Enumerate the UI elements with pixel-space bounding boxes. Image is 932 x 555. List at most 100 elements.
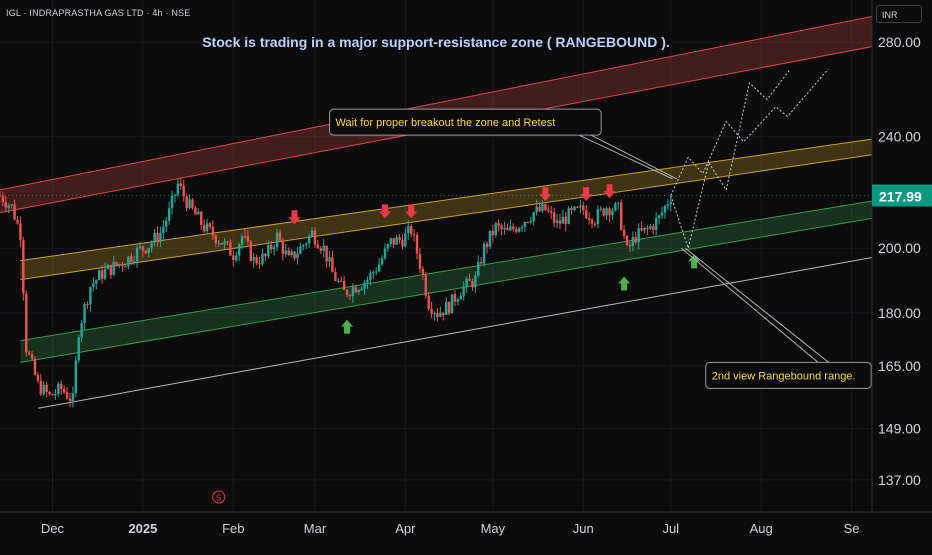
candle-body[interactable]	[439, 312, 442, 317]
candle-body[interactable]	[462, 286, 465, 296]
candle-body[interactable]	[109, 265, 113, 275]
candle-body[interactable]	[278, 232, 282, 241]
candle-body[interactable]	[555, 220, 559, 223]
candle-body[interactable]	[363, 282, 366, 289]
candle-body[interactable]	[33, 358, 37, 375]
candle-body[interactable]	[503, 227, 506, 230]
candle-body[interactable]	[127, 256, 130, 267]
candle-body[interactable]	[608, 208, 611, 216]
candle-body[interactable]	[51, 394, 54, 396]
candle-body[interactable]	[232, 255, 235, 261]
candle-body[interactable]	[124, 266, 127, 268]
candle-body[interactable]	[515, 229, 518, 232]
candle-body[interactable]	[573, 206, 576, 210]
candle-body[interactable]	[593, 223, 597, 225]
candle-body[interactable]	[60, 383, 63, 389]
candle-body[interactable]	[176, 183, 180, 195]
candle-body[interactable]	[345, 289, 349, 295]
candle-body[interactable]	[544, 204, 547, 210]
candle-body[interactable]	[22, 240, 25, 294]
candle-body[interactable]	[427, 295, 430, 309]
candle-body[interactable]	[57, 383, 60, 394]
current-price-badge[interactable]	[872, 184, 932, 207]
candle-body[interactable]	[305, 243, 308, 246]
candle-body[interactable]	[375, 271, 378, 273]
candle-body[interactable]	[494, 223, 497, 236]
candle-body[interactable]	[162, 226, 165, 234]
candle-body[interactable]	[497, 223, 500, 226]
candle-body[interactable]	[264, 253, 267, 257]
candle-body[interactable]	[401, 239, 404, 247]
candle-body[interactable]	[182, 186, 185, 197]
candle-body[interactable]	[92, 283, 95, 288]
candle-body[interactable]	[118, 263, 121, 266]
candle-body[interactable]	[389, 238, 392, 245]
candle-body[interactable]	[430, 308, 433, 314]
candle-body[interactable]	[482, 243, 486, 264]
candle-body[interactable]	[471, 281, 474, 288]
candle-body[interactable]	[424, 275, 427, 296]
candle-body[interactable]	[596, 209, 600, 225]
candle-body[interactable]	[488, 230, 492, 247]
candle-body[interactable]	[42, 384, 45, 395]
candle-body[interactable]	[418, 253, 422, 269]
candle-body[interactable]	[310, 230, 314, 236]
candle-body[interactable]	[357, 289, 360, 293]
candle-body[interactable]	[30, 354, 34, 359]
candle-body[interactable]	[552, 212, 556, 223]
candle-body[interactable]	[663, 205, 667, 213]
candle-body[interactable]	[404, 233, 407, 247]
candle-body[interactable]	[132, 261, 136, 263]
candle-body[interactable]	[500, 225, 503, 230]
candle-body[interactable]	[147, 248, 150, 254]
event-marker-icon[interactable]	[212, 490, 226, 504]
candle-body[interactable]	[445, 302, 448, 315]
candle-body[interactable]	[383, 248, 387, 259]
candle-body[interactable]	[68, 398, 72, 401]
channel-line-mid-lower[interactable]	[20, 154, 873, 281]
candle-body[interactable]	[652, 226, 655, 230]
candle-body[interactable]	[587, 218, 591, 220]
candle-body[interactable]	[666, 204, 670, 206]
candle-body[interactable]	[637, 228, 640, 243]
candle-body[interactable]	[377, 264, 381, 272]
candle-body[interactable]	[657, 215, 661, 219]
candle-body[interactable]	[302, 245, 305, 247]
candle-body[interactable]	[436, 313, 439, 317]
candle-body[interactable]	[331, 257, 334, 273]
candle-body[interactable]	[407, 226, 410, 234]
candle-body[interactable]	[447, 302, 451, 314]
candle-body[interactable]	[614, 203, 617, 211]
candle-body[interactable]	[410, 226, 413, 235]
candle-body[interactable]	[380, 258, 384, 265]
candle-body[interactable]	[135, 247, 139, 262]
candle-body[interactable]	[319, 248, 323, 251]
candle-body[interactable]	[369, 273, 372, 281]
candle-body[interactable]	[669, 201, 672, 205]
candle-body[interactable]	[398, 237, 401, 240]
candle-body[interactable]	[337, 280, 340, 282]
candle-body[interactable]	[4, 202, 8, 208]
candle-body[interactable]	[235, 255, 238, 261]
candle-body[interactable]	[354, 287, 357, 293]
candle-body[interactable]	[526, 221, 530, 223]
candle-body[interactable]	[517, 228, 521, 232]
candle-body[interactable]	[325, 245, 328, 262]
candle-body[interactable]	[392, 238, 395, 245]
candle-body[interactable]	[617, 202, 620, 204]
candle-body[interactable]	[509, 226, 512, 231]
range-note-box[interactable]	[705, 361, 872, 389]
candle-body[interactable]	[255, 257, 258, 264]
candle-body[interactable]	[13, 204, 16, 220]
candle-body[interactable]	[100, 270, 104, 279]
candle-body[interactable]	[83, 304, 86, 324]
candle-body[interactable]	[220, 242, 223, 245]
price-axis[interactable]: 280.00 240.00 200.00 180.00 165.00 149.00 137.…	[0, 34, 932, 488]
candle-body[interactable]	[112, 261, 115, 275]
candle-body[interactable]	[643, 227, 646, 231]
candle-body[interactable]	[342, 280, 346, 290]
candle-body[interactable]	[649, 226, 652, 229]
candle-body[interactable]	[159, 233, 162, 242]
channel-line-support-upper[interactable]	[20, 200, 873, 342]
